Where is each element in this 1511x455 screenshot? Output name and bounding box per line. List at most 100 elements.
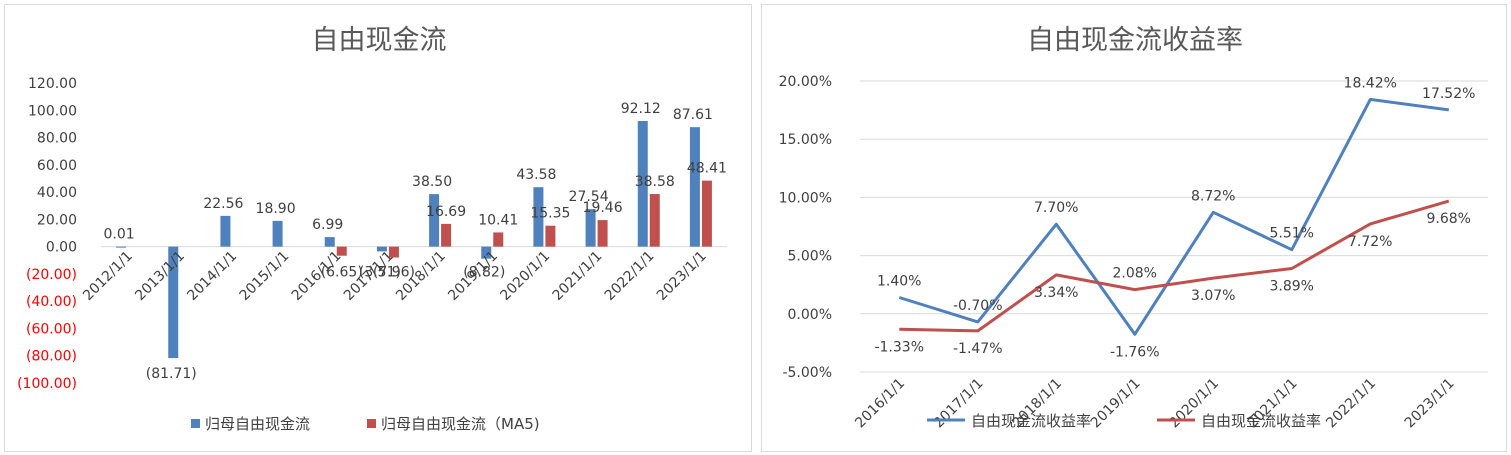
data-label: 1.40% <box>877 274 921 290</box>
y-tick-label: 100.00 <box>28 103 77 119</box>
data-label: -1.33% <box>874 339 924 355</box>
y-tick-label: (40.00) <box>26 294 77 310</box>
x-tick-label: 2022/1/1 <box>1323 376 1379 432</box>
bar-fcf-ma5 <box>649 194 660 247</box>
x-tick-label: 2023/1/1 <box>1402 376 1458 432</box>
bar-fcf-ma5 <box>441 223 452 247</box>
data-label: 18.42% <box>1344 75 1397 91</box>
x-tick-label: 2015/1/1 <box>237 248 293 304</box>
series-line-fcf-yield <box>898 97 1449 336</box>
data-label: 6.99 <box>312 217 343 233</box>
legend-swatch <box>191 419 200 428</box>
data-label: 27.54 <box>569 189 609 205</box>
x-tick-label: 2012/1/1 <box>80 248 136 304</box>
y-tick-label: 80.00 <box>37 131 77 147</box>
y-tick-label: (20.00) <box>26 267 77 283</box>
data-label: (7.96) <box>373 265 415 281</box>
bar-fcf-ma5 <box>336 246 347 256</box>
data-label: 10.41 <box>478 212 518 228</box>
data-label: 2.08% <box>1113 266 1157 282</box>
bar-fcf <box>220 215 231 247</box>
bar-fcf-ma5 <box>597 220 608 247</box>
data-label: 43.58 <box>516 167 556 183</box>
data-label: 16.69 <box>426 204 466 220</box>
bar-fcf <box>116 246 127 248</box>
y-tick-label: (80.00) <box>26 349 77 365</box>
data-label: 8.72% <box>1191 188 1235 204</box>
data-label: 38.58 <box>635 174 675 190</box>
bar-fcf <box>168 246 179 359</box>
x-tick-label: 2014/1/1 <box>184 248 240 304</box>
x-tick-label: 2021/1/1 <box>550 248 606 304</box>
x-tick-label: 2020/1/1 <box>497 248 553 304</box>
data-label: 0.01 <box>103 227 134 243</box>
data-label: 17.52% <box>1422 86 1475 102</box>
data-label: 48.41 <box>687 161 727 177</box>
chart-panel-fcf-yield: 自由现金流收益率 20.00% 15.00% 10.00% 5.00% 0.00% -5.0… <box>761 4 1507 452</box>
data-label: (6.65) <box>321 265 363 281</box>
bar-fcf-ma5 <box>388 246 399 258</box>
legend-label: 归母自由现金流 <box>205 415 310 433</box>
y-tick-label: 5.00% <box>788 249 832 265</box>
y-tick-label: -5.00% <box>782 365 832 381</box>
series-line-fcf-yield-2 <box>899 199 1450 333</box>
y-tick-label: (60.00) <box>26 321 77 337</box>
y-tick-label: 0.00 <box>46 240 77 256</box>
data-label: 38.50 <box>412 174 452 190</box>
data-label: 3.89% <box>1270 279 1314 295</box>
data-label: 15.35 <box>530 206 570 222</box>
bar-fcf <box>637 121 648 247</box>
bar-fcf <box>324 237 335 247</box>
y-tick-label: 20.00 <box>37 212 77 228</box>
line-chart-svg: 自由现金流收益率 20.00% 15.00% 10.00% 5.00% 0.00% -5.0… <box>779 25 1488 432</box>
legend-swatch <box>367 419 376 428</box>
bar-fcf <box>533 187 544 247</box>
bar-fcf-ma5 <box>701 180 712 247</box>
x-tick-label: 2016/1/1 <box>852 376 908 432</box>
y-tick-label: 0.00% <box>788 307 832 323</box>
x-tick-label: 2019/1/1 <box>1088 376 1144 432</box>
chart-title: 自由现金流收益率 <box>1027 25 1243 56</box>
data-label: (3.51) <box>359 265 401 281</box>
data-label: -1.76% <box>1110 344 1160 360</box>
chart-title: 自由现金流 <box>312 25 447 56</box>
x-tick-label: 2022/1/1 <box>602 248 658 304</box>
bar-fcf-ma5 <box>545 225 556 247</box>
data-label: -1.47% <box>953 341 1003 357</box>
data-label: 87.61 <box>673 107 713 123</box>
data-label: 3.34% <box>1034 285 1078 301</box>
y-tick-label: 60.00 <box>37 158 77 174</box>
y-tick-label: 20.00% <box>779 74 832 90</box>
bar-fcf <box>376 246 387 252</box>
bar-chart-svg: 自由现金流 120.00 100.00 80.00 60.00 40.00 20.00 0.0… <box>17 25 727 433</box>
bar-fcf <box>429 194 440 247</box>
bar-fcf <box>481 246 492 259</box>
data-label: 5.51% <box>1270 226 1314 242</box>
data-label: 7.70% <box>1034 200 1078 216</box>
data-label: 92.12 <box>621 101 661 117</box>
bar-fcf <box>272 220 283 247</box>
bar-fcf <box>585 209 596 247</box>
data-label: 19.46 <box>583 200 623 216</box>
bar-fcf <box>689 127 700 247</box>
x-tick-label: 2013/1/1 <box>132 248 188 304</box>
bar-fcf-ma5 <box>493 232 504 247</box>
data-label: -0.70% <box>953 298 1003 314</box>
y-tick-label: 15.00% <box>779 132 832 148</box>
data-label: 3.07% <box>1191 288 1235 304</box>
data-label: 7.72% <box>1348 234 1392 250</box>
y-tick-label: 10.00% <box>779 190 832 206</box>
legend-label: 归母自由现金流（MA5) <box>381 415 540 433</box>
data-label: (81.71) <box>146 366 197 382</box>
x-tick-label: 2023/1/1 <box>654 248 710 304</box>
data-label: (8.82) <box>463 265 505 281</box>
data-label: 9.68% <box>1427 211 1471 227</box>
y-tick-label: 120.00 <box>28 76 77 92</box>
data-label: 18.90 <box>256 201 296 217</box>
legend-label: 自由现金流收益率 <box>971 412 1091 430</box>
y-tick-label: 40.00 <box>37 185 77 201</box>
legend-label: 自由现金流收益率 <box>1201 412 1321 430</box>
y-tick-label: (100.00) <box>17 376 77 392</box>
chart-panel-free-cash-flow: 自由现金流 120.00 100.00 80.00 60.00 40.00 20.00 0.0… <box>4 4 752 452</box>
data-label: 22.56 <box>203 196 243 212</box>
